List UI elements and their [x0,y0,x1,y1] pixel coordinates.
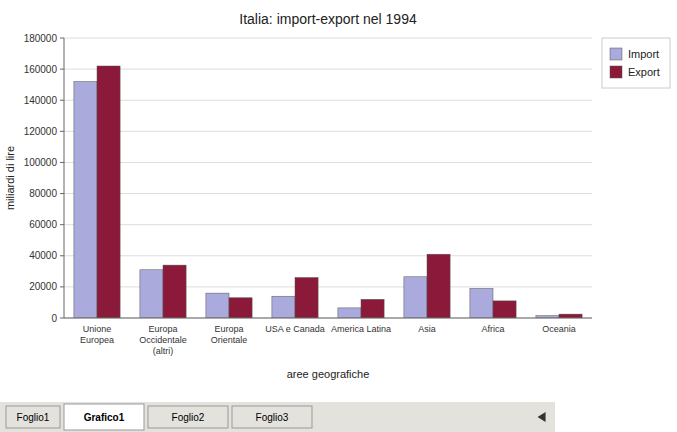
tab-bar-bg [0,402,528,432]
tab [148,406,228,428]
grid-line [64,162,592,163]
tab-label: Foglio1 [17,412,50,423]
tick-label-line: Asia [418,324,436,334]
bar [361,299,384,318]
tick-mark [60,100,64,101]
tick-label-line: (altri) [153,346,174,356]
grid-line [64,100,592,101]
tab-label: Foglio2 [172,412,205,423]
tick-label: UnioneEuropea [80,324,114,345]
tick-mark [60,224,64,225]
grid-line [64,38,592,39]
tick-mark [60,255,64,256]
tick-label: 100000 [24,157,58,168]
bar [97,66,120,318]
tick-label-line: Unione [83,324,112,334]
legend-label: Export [628,66,660,78]
x-axis-title: aree geografiche [287,368,370,380]
tick-label: 80000 [29,188,57,199]
tick-label-line: Oceania [542,324,576,334]
tab [64,404,144,430]
y-axis-title: miliardi di lire [4,146,16,210]
tick-label-line: Europa [148,324,177,334]
tick-label-line: Europa [214,324,243,334]
tick-label: 160000 [24,64,58,75]
tick-label: Asia [418,324,436,334]
grid-line [64,131,592,132]
grid-line [64,224,592,225]
tick-label-line: Europea [80,335,114,345]
tab-label: Grafico1 [84,412,125,423]
bar [74,82,97,318]
tick-label-line: Africa [481,324,504,334]
tick-label: 0 [51,313,57,324]
grid-line [64,255,592,256]
tick-label-line: America Latina [331,324,391,334]
tick-label: 60000 [29,219,57,230]
legend-swatch [610,48,622,60]
tab [232,406,312,428]
tick-label: Oceania [542,324,576,334]
tick-label: 40000 [29,250,57,261]
bar [229,298,252,318]
tick-mark [60,193,64,194]
tick-mark [60,318,64,319]
tab-label: Foglio3 [256,412,289,423]
tick-label: America Latina [331,324,391,334]
legend: Import Export [602,38,670,88]
tab-bar: Foglio1 Grafico1 Foglio2 Foglio3 [0,402,555,432]
grid-line [64,69,592,70]
bar [140,270,163,318]
legend-label: Import [628,48,659,60]
tick-label: EuropaOrientale [211,324,248,345]
bar [427,254,450,318]
bar [338,308,361,318]
bars [74,66,582,318]
bar [272,296,295,318]
bar [559,314,582,318]
tick-label-line: USA e Canada [265,324,325,334]
bar [404,277,427,318]
grid-line [64,193,592,194]
chart: Italia: import-export nel 1994 0 20000 4000… [0,0,677,432]
tick-label: EuropaOccidentale(altri) [139,324,187,356]
bar [493,301,516,318]
tick-label-line: Occidentale [139,335,187,345]
tick-mark [60,38,64,39]
y-axis-line [64,38,65,318]
bar [163,265,186,318]
legend-box [602,38,670,88]
tab-scroll-arrow [538,412,546,422]
tab-scroll [528,402,555,432]
tick-label: 20000 [29,281,57,292]
x-axis-line [64,318,592,319]
title: Italia: import-export nel 1994 [239,11,417,27]
tick-label: Africa [481,324,504,334]
tick-mark [60,69,64,70]
x-axis: UnioneEuropeaEuropaOccidentale(altri)Eur… [80,324,576,356]
grid-line [64,318,592,319]
tick-label-line: Orientale [211,335,248,345]
tick-mark [60,131,64,132]
tab [6,406,60,428]
bar [470,288,493,318]
legend-swatch [610,66,622,78]
tick-label: 120000 [24,126,58,137]
tick-label: USA e Canada [265,324,325,334]
tick-label: 180000 [24,33,58,44]
bar [206,293,229,318]
y-axis: 0 20000 40000 60000 80000 100000 120000 140000 1… [24,33,592,324]
bar [295,278,318,318]
tick-mark [60,162,64,163]
tick-mark [60,286,64,287]
tick-label: 140000 [24,95,58,106]
